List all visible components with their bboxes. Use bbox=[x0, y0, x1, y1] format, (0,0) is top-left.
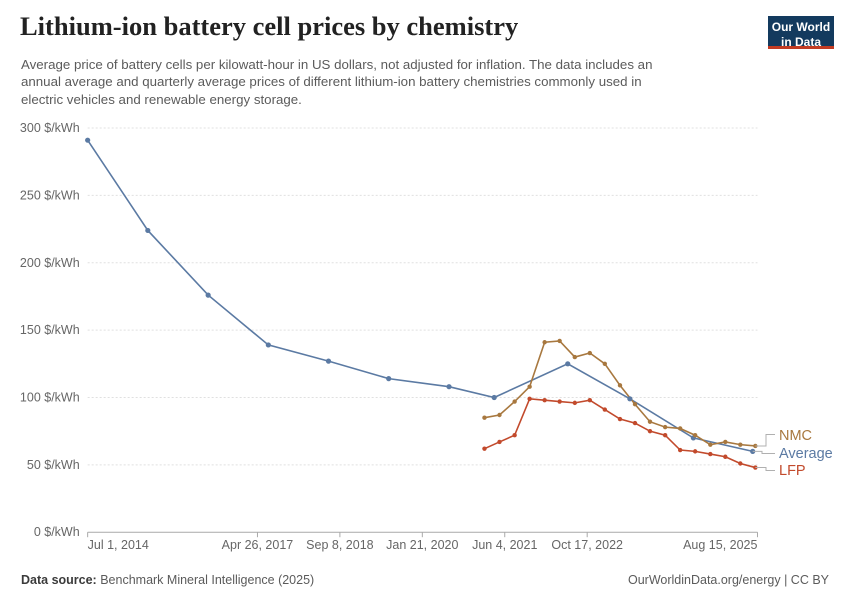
svg-text:250 $/kWh: 250 $/kWh bbox=[20, 188, 80, 202]
svg-text:150 $/kWh: 150 $/kWh bbox=[20, 323, 80, 337]
svg-text:Jul 1, 2014: Jul 1, 2014 bbox=[88, 538, 149, 552]
svg-text:50 $/kWh: 50 $/kWh bbox=[27, 458, 80, 472]
svg-text:Aug 15, 2025: Aug 15, 2025 bbox=[683, 538, 757, 552]
svg-text:LFP: LFP bbox=[779, 463, 806, 479]
svg-text:Oct 17, 2022: Oct 17, 2022 bbox=[551, 538, 623, 552]
svg-text:Jun 4, 2021: Jun 4, 2021 bbox=[472, 538, 537, 552]
svg-text:0 $/kWh: 0 $/kWh bbox=[34, 525, 80, 539]
svg-text:200 $/kWh: 200 $/kWh bbox=[20, 256, 80, 270]
svg-text:Jan 21, 2020: Jan 21, 2020 bbox=[386, 538, 458, 552]
svg-text:NMC: NMC bbox=[779, 428, 812, 444]
svg-text:Apr 26, 2017: Apr 26, 2017 bbox=[222, 538, 294, 552]
svg-text:300 $/kWh: 300 $/kWh bbox=[20, 121, 80, 135]
svg-text:Sep 8, 2018: Sep 8, 2018 bbox=[306, 538, 373, 552]
svg-text:Average: Average bbox=[779, 446, 833, 462]
svg-text:100 $/kWh: 100 $/kWh bbox=[20, 390, 80, 404]
